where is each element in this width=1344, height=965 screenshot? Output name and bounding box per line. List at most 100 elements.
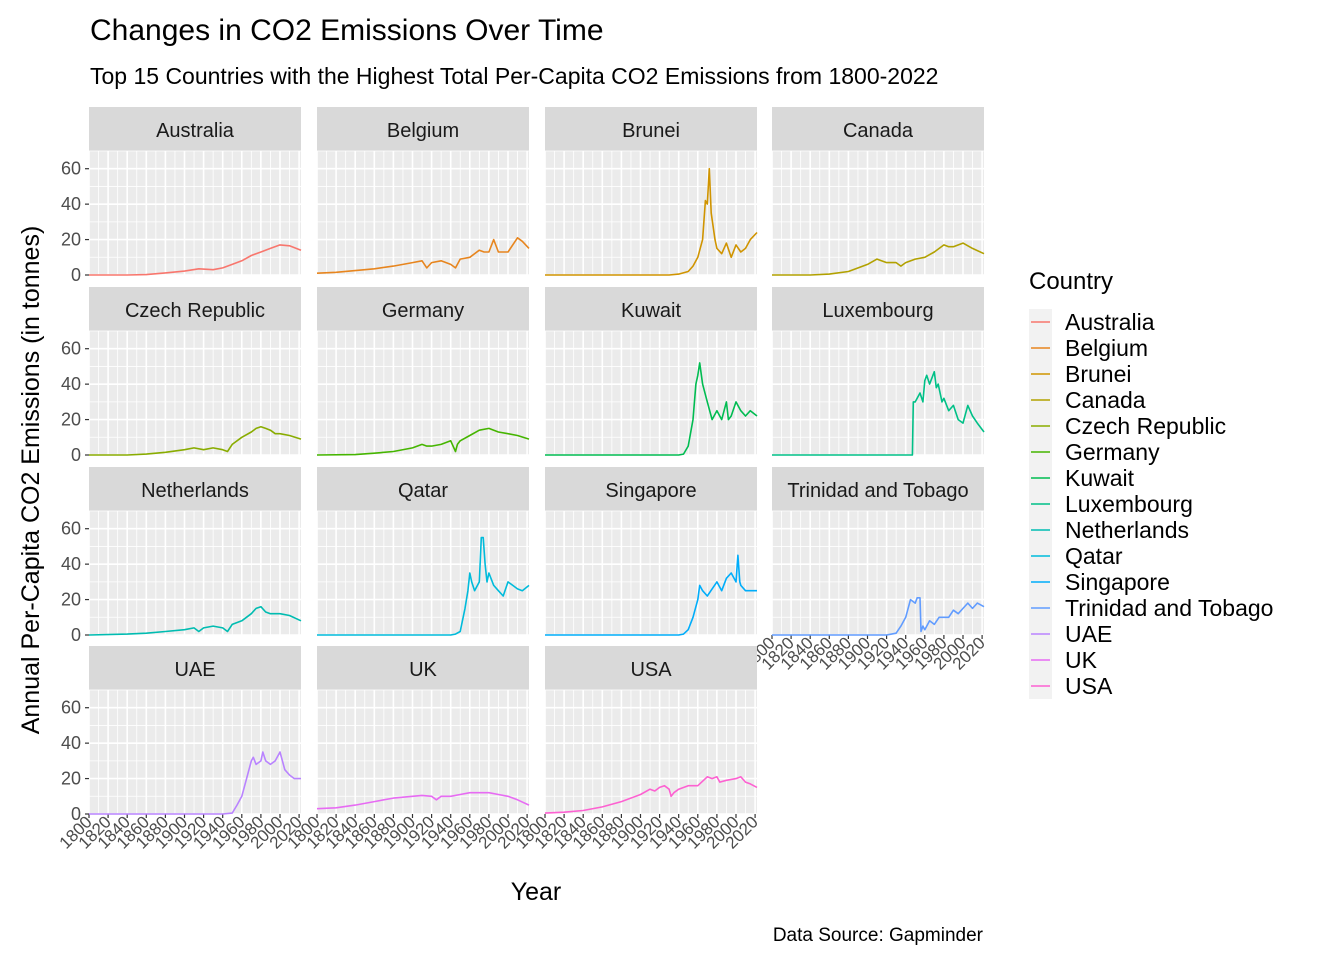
legend-label: Netherlands — [1065, 517, 1189, 543]
y-tick-label: 0 — [71, 265, 81, 285]
panel-background — [545, 511, 757, 635]
facet-panel-trinidad-and-tobago: Trinidad and Tobago180018201840186018801… — [739, 467, 989, 674]
facet-strip-label: USA — [630, 659, 672, 681]
chart-caption: Data Source: Gapminder — [773, 925, 984, 946]
y-tick-label: 0 — [71, 445, 81, 465]
legend-item-trinidad-and-tobago: Trinidad and Tobago — [1029, 595, 1273, 621]
legend-title: Country — [1029, 268, 1113, 295]
facet-panels: Australia 0 20 40 60 Belgium Brunei Canada Czech… — [56, 107, 989, 853]
y-axis-title: Annual Per-Capita CO2 Emissions (in tonn… — [17, 226, 45, 735]
y-tick-label: 0 — [71, 625, 81, 645]
facet-strip — [317, 467, 529, 511]
legend-item-uk: UK — [1029, 647, 1098, 673]
facet-strip-label: Netherlands — [141, 480, 249, 502]
legend-item-germany: Germany — [1029, 439, 1160, 465]
y-tick-label: 60 — [61, 339, 81, 359]
legend-label: Germany — [1065, 439, 1160, 465]
facet-strip-label: Czech Republic — [125, 300, 265, 322]
legend-label: USA — [1065, 673, 1113, 699]
series-line-uae — [89, 751, 301, 815]
y-tick-label: 0 — [71, 804, 81, 824]
legend-item-kuwait: Kuwait — [1029, 465, 1135, 491]
facet-strip-label: Luxembourg — [822, 300, 933, 322]
y-tick-label: 40 — [61, 374, 81, 394]
facet-panel-qatar: Qatar — [316, 467, 530, 636]
panel-background — [772, 151, 984, 275]
legend-item-qatar: Qatar — [1029, 543, 1123, 569]
facet-strip — [772, 287, 984, 331]
facet-panel-usa: USA1800182018401860188019001920194019601… — [512, 646, 762, 853]
facet-strip — [317, 287, 529, 331]
legend-item-uae: UAE — [1029, 621, 1112, 647]
series-line-germany — [316, 427, 530, 456]
facet-strip-label: Germany — [382, 300, 464, 322]
series-line-belgium — [316, 237, 530, 274]
facet-panel-czech-republic: Czech Republic 0 20 40 60 — [61, 287, 302, 465]
facet-strip — [545, 646, 757, 690]
facet-strip-label: Australia — [156, 120, 235, 142]
y-tick-label: 20 — [61, 410, 81, 430]
legend-label: Australia — [1065, 309, 1155, 335]
chart-subtitle: Top 15 Countries with the Highest Total … — [90, 63, 938, 89]
legend-label: Qatar — [1065, 543, 1123, 569]
x-axis-title: Year — [511, 878, 562, 906]
legend-label: Belgium — [1065, 335, 1148, 361]
facet-panel-singapore: Singapore — [544, 467, 757, 636]
facet-strip — [317, 107, 529, 151]
panel-background — [89, 151, 301, 275]
series-line-singapore — [545, 554, 757, 636]
legend: Country AustraliaBelgiumBruneiCanadaCzec… — [1029, 268, 1273, 699]
legend-item-australia: Australia — [1029, 309, 1155, 335]
facet-strip-label: Brunei — [622, 120, 680, 142]
facet-panel-canada: Canada — [771, 107, 985, 276]
y-tick-label: 60 — [61, 698, 81, 718]
panel-background — [89, 690, 301, 814]
series-line-luxembourg — [772, 370, 985, 456]
facet-strip — [89, 287, 301, 331]
panel-background — [545, 690, 757, 814]
legend-label: Czech Republic — [1065, 413, 1226, 439]
panel-background — [545, 331, 757, 455]
facet-strip — [545, 287, 757, 331]
legend-item-usa: USA — [1029, 673, 1113, 699]
facet-panel-australia: Australia 0 20 40 60 — [61, 107, 302, 285]
facet-strip-label: UAE — [174, 659, 215, 681]
y-tick-label: 60 — [61, 519, 81, 539]
y-tick-label: 40 — [61, 554, 81, 574]
series-line-trinidad-and-tobago — [772, 597, 985, 636]
legend-label: Luxembourg — [1065, 491, 1193, 517]
facet-panel-uk: UK18001820184018601880190019201940196019… — [284, 646, 534, 853]
y-tick-label: 20 — [61, 590, 81, 610]
legend-item-czech-republic: Czech Republic — [1029, 413, 1226, 439]
chart-title: Changes in CO2 Emissions Over Time — [90, 14, 604, 47]
legend-item-netherlands: Netherlands — [1029, 517, 1189, 543]
panel-background — [89, 511, 301, 635]
facet-strip — [545, 107, 757, 151]
legend-item-luxembourg: Luxembourg — [1029, 491, 1193, 517]
legend-label: UAE — [1065, 621, 1112, 647]
panel-background — [317, 151, 529, 275]
series-line-kuwait — [545, 362, 758, 456]
facet-strip-label: UK — [409, 659, 437, 681]
facet-strip-label: Singapore — [605, 480, 696, 502]
legend-item-singapore: Singapore — [1029, 569, 1170, 595]
panel-background — [772, 511, 984, 635]
facet-strip — [545, 467, 757, 511]
facet-strip — [317, 646, 529, 690]
panel-background — [89, 331, 301, 455]
facet-panel-belgium: Belgium — [316, 107, 530, 276]
legend-item-canada: Canada — [1029, 387, 1146, 413]
y-tick-label: 60 — [61, 159, 81, 179]
panel-background — [317, 511, 529, 635]
panel-background — [317, 331, 529, 455]
y-tick-label: 20 — [61, 769, 81, 789]
legend-item-belgium: Belgium — [1029, 335, 1148, 361]
facet-panel-kuwait: Kuwait — [544, 287, 758, 456]
legend-item-brunei: Brunei — [1029, 361, 1131, 387]
facet-strip — [772, 107, 984, 151]
legend-label: Trinidad and Tobago — [1065, 595, 1273, 621]
y-tick-label: 40 — [61, 733, 81, 753]
panel-background — [772, 331, 984, 455]
